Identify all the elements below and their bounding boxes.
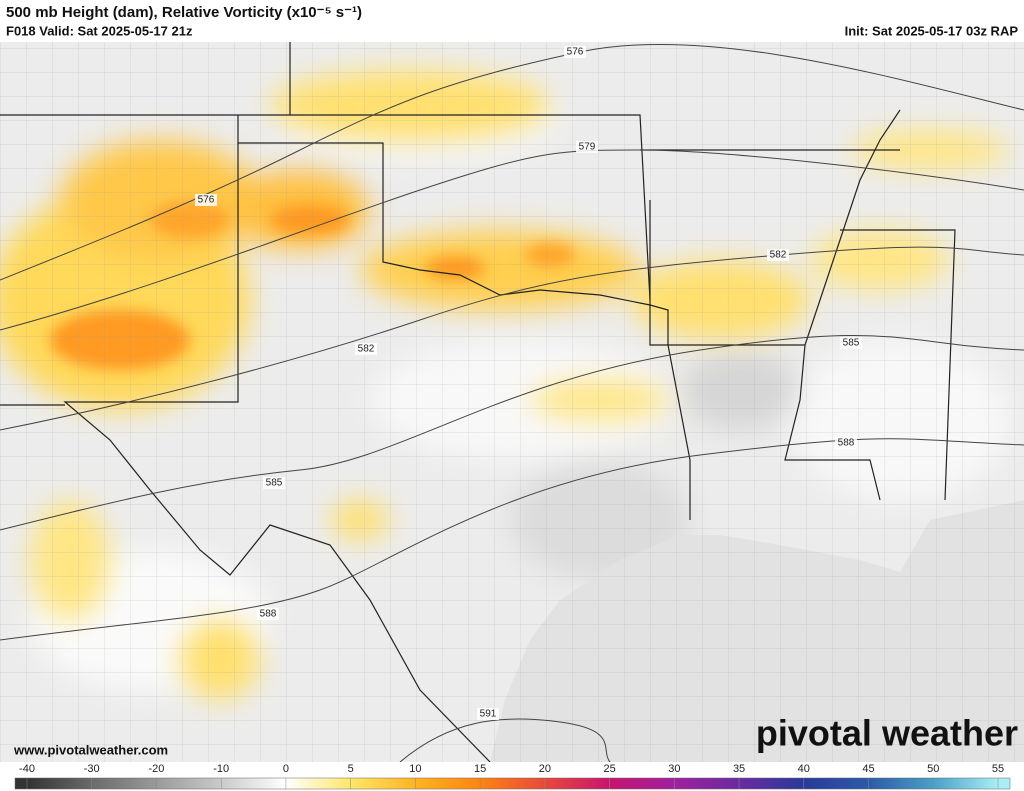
contour-label: 585 bbox=[843, 338, 860, 349]
contour-label-bg bbox=[263, 477, 285, 489]
contour-label-bg bbox=[564, 46, 586, 58]
contour-label-bg bbox=[477, 708, 499, 720]
height-contour bbox=[0, 246, 1024, 431]
contour-label: 588 bbox=[260, 609, 277, 620]
valid-time: F018 Valid: Sat 2025-05-17 21z bbox=[6, 23, 193, 38]
colorbar-label: 10 bbox=[409, 763, 421, 775]
colorbar-label: 35 bbox=[733, 763, 745, 775]
colorbar-label: -40 bbox=[19, 763, 35, 775]
contour-label: 576 bbox=[198, 195, 215, 206]
website: www.pivotalweather.com bbox=[13, 742, 168, 757]
colorbar-label: 40 bbox=[798, 763, 810, 775]
map bbox=[0, 42, 1024, 762]
contour-label-bg bbox=[767, 249, 789, 261]
init-time: Init: Sat 2025-05-17 03z RAP bbox=[845, 23, 1019, 38]
colorbar-label: -30 bbox=[84, 763, 100, 775]
contour-label: 582 bbox=[770, 250, 787, 261]
colorbar-label: 0 bbox=[283, 763, 289, 775]
height-contour bbox=[399, 718, 611, 763]
contour-label: 576 bbox=[567, 47, 584, 58]
contour-label: 591 bbox=[480, 709, 497, 720]
title: 500 mb Height (dam), Relative Vorticity … bbox=[6, 4, 362, 21]
contour-label-bg bbox=[257, 608, 279, 620]
colorbar-label: 50 bbox=[927, 763, 939, 775]
logo: pivotal weather bbox=[756, 713, 1018, 754]
contour-label-bg bbox=[576, 141, 598, 153]
colorbar-label: -10 bbox=[213, 763, 229, 775]
height-contour bbox=[0, 149, 1024, 331]
colorbar-label: 25 bbox=[603, 763, 615, 775]
contour-label-bg bbox=[840, 337, 862, 349]
colorbar-label: 20 bbox=[539, 763, 551, 775]
contour-label: 585 bbox=[266, 478, 283, 489]
contour-label: 588 bbox=[838, 438, 855, 449]
contour-label: 579 bbox=[579, 142, 596, 153]
colorbar-label: 45 bbox=[862, 763, 874, 775]
colorbar-label: 15 bbox=[474, 763, 486, 775]
height-contour bbox=[0, 438, 1024, 641]
colorbar bbox=[14, 777, 1011, 790]
colorbar-label: 30 bbox=[668, 763, 680, 775]
colorbar-label: -20 bbox=[149, 763, 165, 775]
contour-label-bg bbox=[835, 437, 857, 449]
contour-label-bg bbox=[355, 343, 377, 355]
height-contour bbox=[0, 334, 1024, 531]
colorbar-label: 5 bbox=[348, 763, 354, 775]
contour-label: 582 bbox=[358, 344, 375, 355]
colorbar-label: 55 bbox=[992, 763, 1004, 775]
state-borders bbox=[0, 42, 956, 762]
height-contour bbox=[0, 43, 1024, 281]
contour-label-bg bbox=[195, 194, 217, 206]
